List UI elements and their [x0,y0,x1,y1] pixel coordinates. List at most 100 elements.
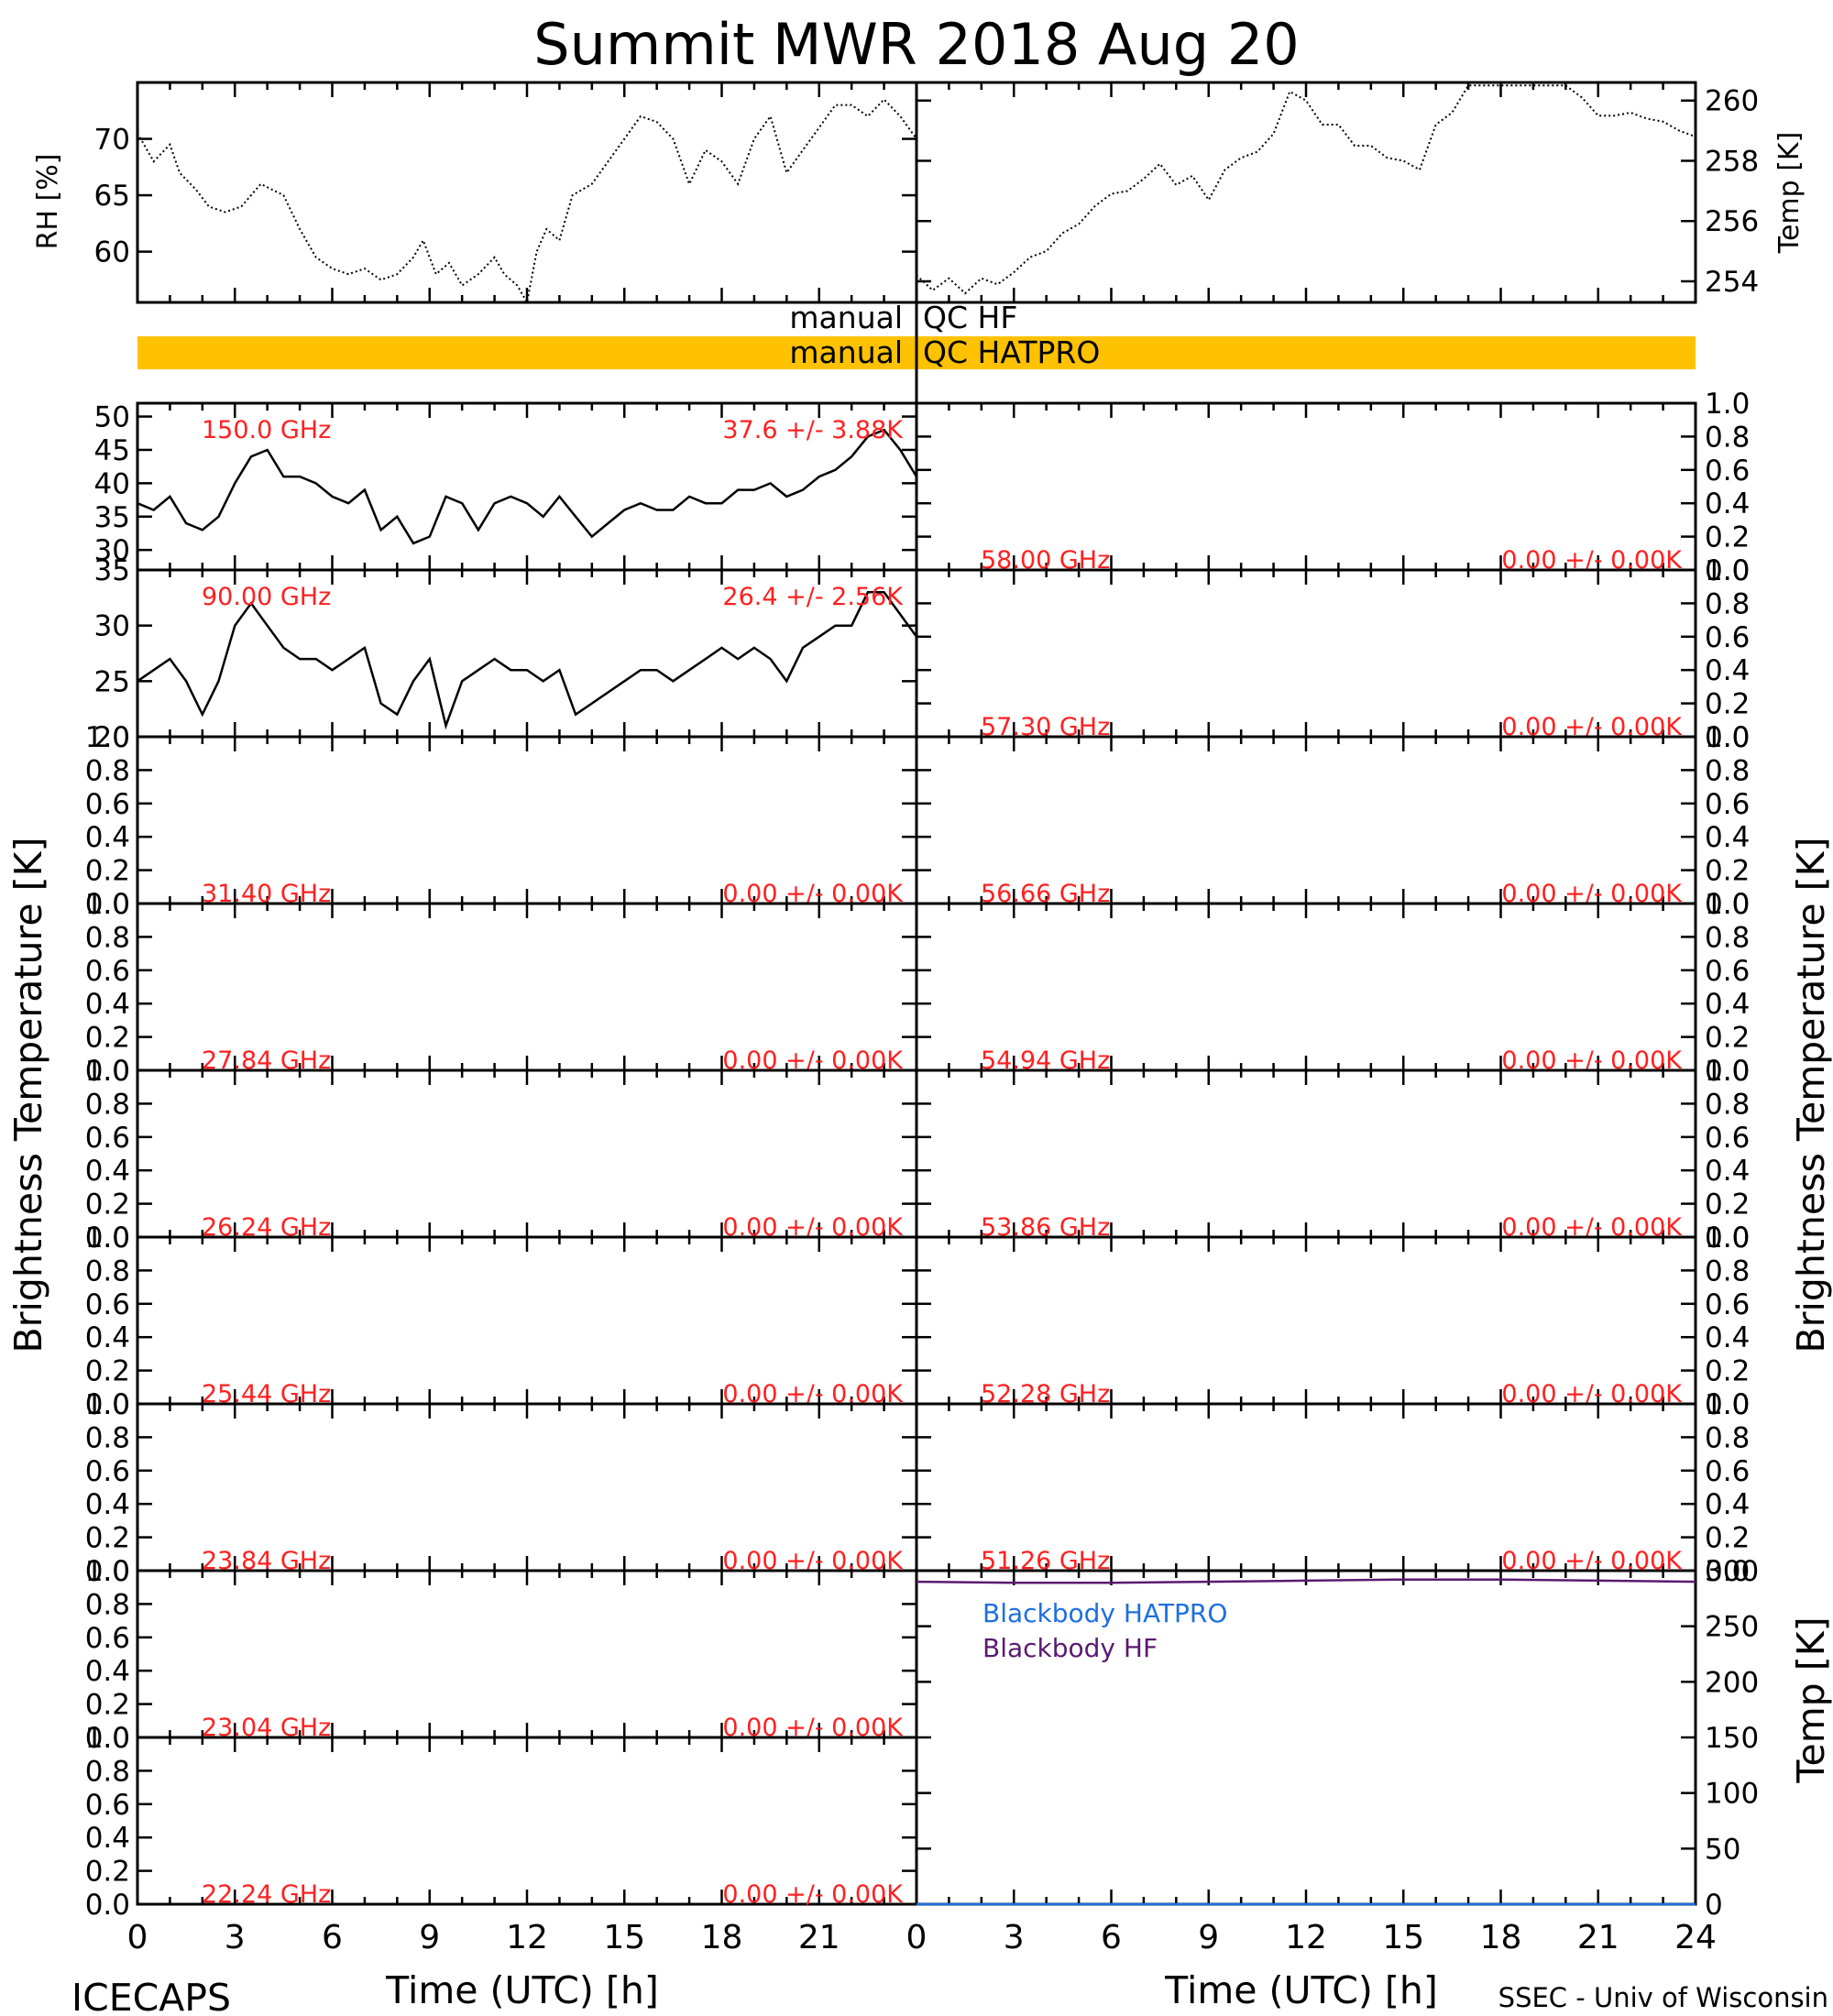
y-tick-label: 0.4 [1705,488,1750,520]
panel-rh: 60 65 70 [94,81,918,305]
y-tick-label: 0.6 [85,1288,130,1321]
y-tick-label: 45 [94,434,130,467]
channel-label: 22.24 GHz [202,1880,331,1909]
channel-label: 150.0 GHz [202,416,331,444]
y-tick-label: 1.0 [1705,888,1750,921]
panel-frame [915,81,1697,304]
y-tick-label: 0.4 [85,821,130,854]
y-tick-label: 50 [1705,1833,1740,1866]
panel-frame [136,1235,918,1406]
qc-hatpro-left-label: manual [789,334,903,370]
y-tick-label: 0.4 [1705,1488,1750,1521]
y-tick-label: 35 [94,554,130,587]
y-tick-label: 0.6 [1705,1122,1750,1155]
y-tick-label: 1.0 [1705,1222,1750,1255]
y-tick-label: 300 [1705,1555,1759,1588]
series-line [916,84,1696,295]
y-tick-label: 0.4 [85,988,130,1021]
x-tick-label-left: 6 [322,1919,343,1956]
y-tick-label: 0.0 [85,1555,130,1588]
y-tick-label: 0.8 [85,921,130,954]
y-tick-label: 0.6 [85,1789,130,1822]
time-label-right: Time (UTC) [h] [1164,1968,1438,2012]
y-tick-label: 0.0 [1705,1388,1750,1421]
bt-axis-label-right: Brightness Temperature [K] [1789,837,1833,1353]
legend-entry: Blackbody HATPRO [982,1598,1227,1628]
y-tick-label: 0.6 [1705,455,1750,488]
channel-stat: 0.00 +/- 0.00K [722,1880,904,1909]
panel-frame [915,735,1697,905]
y-tick-label: 0.2 [1705,1355,1750,1388]
y-tick-label: 0.2 [1705,1022,1750,1055]
y-tick-label: 40 [94,467,130,500]
y-tick-label: 200 [1705,1666,1759,1699]
panel-frame [915,568,1697,739]
y-tick-label: 0.0 [85,1222,130,1255]
x-tick-label-right: 3 [1004,1919,1025,1956]
footer-right: SSEC - Univ of Wisconsin [1498,1982,1828,2013]
y-tick-label: 0.2 [1705,855,1750,888]
panel-right-5: 0.00.20.40.60.81.052.28 GHz 0.00 +/- 0.00… [915,1222,1750,1421]
y-tick-label: 0.8 [1705,1088,1750,1121]
qc-hf-right-label: QC HF [923,300,1017,335]
y-tick-label: 1.0 [1705,1388,1750,1421]
panel-frame [136,1068,918,1239]
channel-label: 90.00 GHz [202,583,331,611]
y-tick-label: 1.0 [85,1722,130,1755]
x-tick-label-right: 24 [1674,1919,1717,1956]
panel-frame [915,401,1697,572]
panel-frame [915,902,1697,1072]
panel-left-2: 0.00.20.40.60.81.031.40 GHz 0.00 +/- 0.00… [85,721,918,921]
y-tick-label: 0.6 [85,1622,130,1655]
y-tick-label: 0.4 [1705,1155,1750,1188]
x-tick-label-left: 3 [225,1919,246,1956]
y-tick-label: 50 [94,401,130,434]
y-tick-label: 0.4 [85,1655,130,1688]
channel-stat: 26.4 +/- 2.56K [722,583,904,611]
y-tick-label: 1.0 [1705,388,1750,421]
y-tick-label: 0.4 [85,1155,130,1188]
x-tick-label-left: 21 [798,1919,840,1956]
y-tick-label: 1.0 [85,1555,130,1588]
y-tick-label: 0.0 [85,1388,130,1421]
y-tick-label: 150 [1705,1722,1759,1755]
y-tick-label: 70 [94,124,130,157]
panel-right-4: 0.00.20.40.60.81.053.86 GHz 0.00 +/- 0.00… [915,1055,1750,1255]
y-tick-label: 1.0 [85,1222,130,1255]
y-tick-label: 0.4 [85,1822,130,1855]
y-tick-label: 0.0 [1705,1222,1750,1255]
panel-left-3: 0.00.20.40.60.81.027.84 GHz 0.00 +/- 0.00… [85,888,918,1088]
y-tick-label: 254 [1705,266,1759,299]
y-tick-label: 0.0 [85,1722,130,1755]
y-tick-label: 65 [94,180,130,213]
y-tick-label: 0.0 [1705,721,1750,754]
y-tick-label: 0.8 [85,1421,130,1454]
panel-frame [136,1736,918,1906]
y-tick-label: 0.0 [1705,554,1750,587]
x-tick-label-right: 21 [1577,1919,1619,1956]
panel-right-0: 0.00.20.40.60.81.058.00 GHz 0.00 +/- 0.00… [915,388,1750,587]
panel-blackbody: 0 50 100 150 200 250 300 Blackbody HATPRO Blackb… [915,1555,1759,1922]
panel-frame [915,1068,1697,1239]
y-tick-label: 0.6 [1705,955,1750,988]
y-tick-label: 1.0 [1705,721,1750,754]
y-tick-label: 0.8 [85,754,130,787]
y-tick-label: 0.4 [1705,654,1750,687]
y-tick-label: 1.0 [85,888,130,921]
y-tick-label: 0.2 [1705,688,1750,721]
panel-left-1: 20 25 30 35 90.00 GHz 26.4 +/- 2.56K [94,554,918,754]
x-tick-label-left: 18 [701,1919,743,1956]
y-tick-label: 0.6 [85,788,130,821]
y-tick-label: 0.2 [85,1856,130,1889]
x-tick-label-right: 15 [1382,1919,1424,1956]
x-tick-label-left: 0 [127,1919,148,1956]
y-tick-label: 25 [94,665,130,698]
bt-axis-label-left: Brightness Temperature [K] [6,837,50,1353]
temp-axis-label: Temp [K] [1773,132,1806,255]
y-tick-label: 0.8 [1705,1421,1750,1454]
y-tick-label: 0.4 [1705,988,1750,1021]
panel-frame [136,1402,918,1572]
qc-hatpro-right-label: QC HATPRO [923,334,1100,370]
y-tick-label: 60 [94,236,130,269]
